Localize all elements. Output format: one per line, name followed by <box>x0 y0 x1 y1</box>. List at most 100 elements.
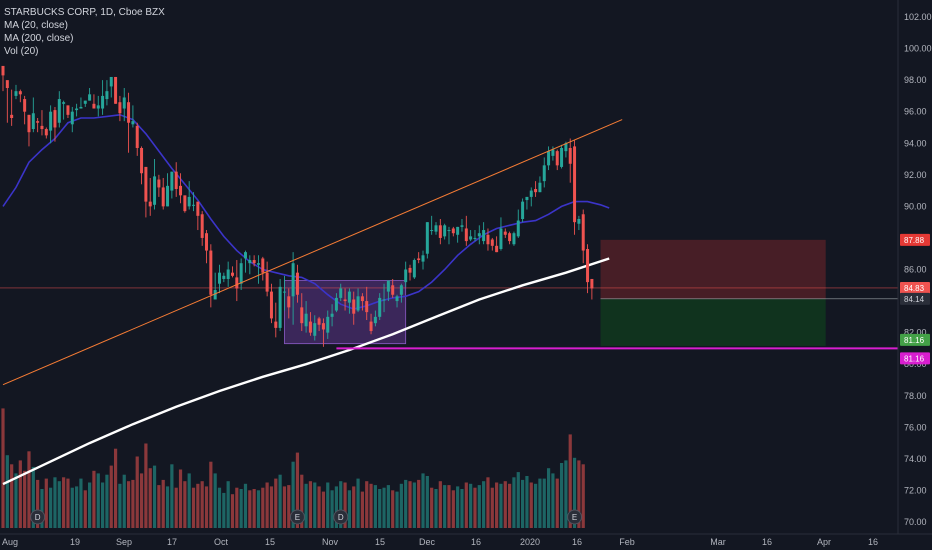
candle-body <box>373 316 377 324</box>
candle-body <box>469 236 473 240</box>
candle-body <box>235 277 239 289</box>
volume-bar <box>360 491 364 528</box>
volume-bar <box>464 482 468 528</box>
volume-bar <box>399 483 403 528</box>
volume-bar <box>278 474 282 528</box>
volume-bar <box>88 482 92 528</box>
ma200-layer <box>2 257 610 486</box>
event-marker-circle <box>333 509 349 525</box>
price-axis[interactable]: 102.00100.0098.0096.0094.0092.0090.0088.… <box>897 0 932 550</box>
candle-body <box>79 106 83 109</box>
candle-body <box>438 225 442 238</box>
candle-body <box>369 321 373 332</box>
candle-body <box>166 185 170 207</box>
volume-bar <box>204 486 209 528</box>
time-axis[interactable]: Aug 19 Sep 17 Oct 15 Nov 15 Dec 16 2020 16 Feb Mar 16 A… <box>0 533 932 547</box>
candle-body <box>70 111 74 125</box>
volume-bar <box>23 470 27 528</box>
volume-bar <box>542 478 546 528</box>
candle-body <box>512 233 516 245</box>
candle-body <box>18 91 22 95</box>
candle-body <box>27 114 31 133</box>
price-tick-label: 90.00 <box>904 201 927 211</box>
candle-body <box>287 296 291 308</box>
volume-bar <box>508 483 512 528</box>
volume-bar <box>529 482 533 528</box>
price-badge-last <box>900 281 930 294</box>
candle-body <box>209 250 213 295</box>
candle-body <box>560 147 564 167</box>
candle-body <box>1 65 5 76</box>
volume-bar <box>404 479 408 528</box>
volume-bar <box>412 482 416 528</box>
candle-body <box>252 260 256 264</box>
candle-body <box>10 114 14 118</box>
price-badge-stop <box>900 233 930 246</box>
time-tick-label: Feb <box>619 537 635 547</box>
legend-ma200[interactable]: MA (200, close) <box>4 33 74 44</box>
volume-bar <box>477 485 481 528</box>
candle-body <box>174 171 178 190</box>
price-badge-level <box>900 292 930 305</box>
time-tick-label: 16 <box>572 537 582 547</box>
candle-body <box>144 166 148 202</box>
legend-volume[interactable]: Vol (20) <box>4 46 39 57</box>
candle-body <box>321 323 325 330</box>
volume-bar <box>113 448 118 528</box>
candle-body <box>226 269 230 279</box>
volume-bar <box>79 478 83 528</box>
time-tick-label: Sep <box>116 537 132 547</box>
candle-body <box>213 290 217 300</box>
volume-bar <box>295 452 300 528</box>
legend-symbol[interactable]: STARBUCKS CORP, 1D, Cboe BZX <box>4 7 165 18</box>
time-tick-label: Dec <box>419 537 436 547</box>
event-marker-label: D <box>338 513 344 522</box>
volume-bar <box>447 485 451 528</box>
time-tick-label: Mar <box>710 537 726 547</box>
volume-bar <box>365 481 369 528</box>
volume-bar <box>1 408 5 528</box>
candle-body <box>456 226 460 235</box>
legend-ma20[interactable]: MA (20, close) <box>4 20 68 31</box>
volume-bar <box>131 479 135 528</box>
candle-body <box>243 252 247 259</box>
candle-body <box>14 91 18 96</box>
volume-bar <box>391 490 395 528</box>
price-tick-label: 100.00 <box>904 44 932 54</box>
candle-body <box>53 110 57 128</box>
volume-bar <box>5 455 9 528</box>
volume-bar <box>533 483 538 528</box>
candle-body <box>57 99 61 123</box>
price-axis-background <box>898 0 932 550</box>
volume-bar <box>546 468 551 528</box>
volume-bar <box>191 487 196 528</box>
volume-bar <box>126 481 131 528</box>
volume-bar <box>118 483 122 528</box>
volume-bar <box>343 482 347 528</box>
candle-body <box>304 313 308 327</box>
volume-bar <box>40 489 44 528</box>
volume-bar <box>516 472 520 528</box>
candle-body <box>408 267 412 273</box>
candle-body <box>460 225 464 227</box>
candle-body <box>391 285 395 295</box>
volume-bar <box>330 490 334 528</box>
candle-body <box>352 299 356 314</box>
candle-body <box>23 99 27 112</box>
candle-body <box>555 151 559 166</box>
volume-bar <box>356 478 360 528</box>
candle-body <box>187 196 191 207</box>
candle-body <box>200 214 204 238</box>
candle-body <box>196 201 200 216</box>
volume-bar <box>559 463 564 528</box>
price-badge-hline <box>900 352 930 365</box>
volume-bar <box>512 477 516 528</box>
event-marker-label: D <box>35 513 41 522</box>
volume-bar <box>92 470 96 528</box>
volume-bar <box>57 481 61 528</box>
time-tick-label: 17 <box>167 537 177 547</box>
volume-bar <box>503 481 507 528</box>
volume-bar <box>122 474 126 528</box>
volume-bar <box>577 460 581 528</box>
